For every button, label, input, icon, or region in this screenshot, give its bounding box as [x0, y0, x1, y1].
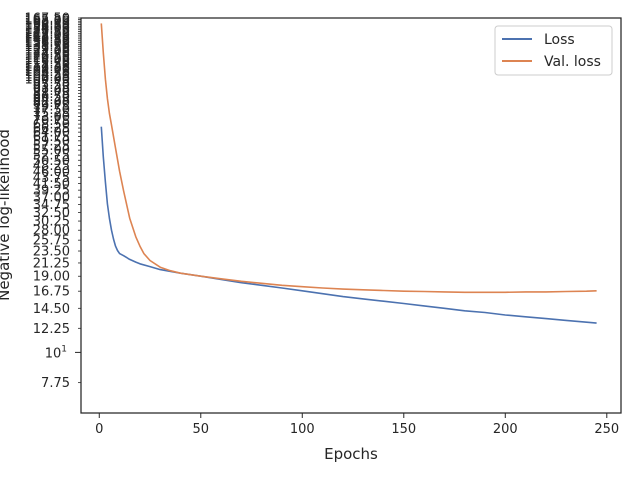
- y-major-tick-base: 10: [45, 346, 62, 361]
- y-tick-label: 133.75: [25, 38, 71, 53]
- y-tick-label: 109.00: [25, 62, 71, 77]
- legend-label: Val. loss: [544, 54, 601, 70]
- y-tick-label: 52.75: [33, 149, 70, 164]
- y-tick-label: 50.50: [33, 154, 70, 169]
- y-tick-label: 140.50: [25, 32, 71, 47]
- y-tick-label: 106.75: [25, 65, 71, 80]
- y-tick-label: 104.50: [25, 67, 71, 82]
- y-tick-label: 34.75: [33, 198, 70, 213]
- y-tick-label: 16.75: [33, 285, 70, 300]
- x-tick-label: 150: [391, 422, 416, 437]
- y-tick-label: 82.00: [33, 96, 70, 111]
- y-major-tick-exponent: 1: [61, 344, 67, 354]
- y-tick-label: 131.50: [25, 40, 71, 55]
- y-tick-label: 7.75: [41, 376, 70, 391]
- y-tick-label: 102.25: [25, 70, 71, 85]
- y-tick-label: 77.50: [33, 103, 70, 118]
- y-tick-label: 136.00: [25, 36, 71, 51]
- y-tick-label: 84.25: [33, 93, 70, 108]
- y-tick-label: 160.75: [25, 16, 71, 31]
- y-tick-label: 23.50: [33, 245, 70, 260]
- legend: Loss Val. loss: [494, 25, 613, 76]
- y-tick-label: 127.00: [25, 44, 71, 59]
- y-tick-label: 118.00: [25, 53, 71, 68]
- y-tick-label: 48.25: [33, 159, 70, 174]
- y-tick-label: 70.75: [33, 114, 70, 129]
- y-tick-label: 93.25: [33, 81, 70, 96]
- y-tick-label: 39.25: [33, 184, 70, 199]
- y-tick-label: 59.50: [33, 134, 70, 149]
- y-tick-label: 21.25: [33, 256, 70, 271]
- y-tick-label: 28.00: [33, 224, 70, 239]
- y-tick-label: 122.50: [25, 49, 71, 64]
- series-group: [100, 23, 597, 324]
- y-tick-label: 163.00: [25, 15, 71, 30]
- series-line-0: [100, 126, 597, 324]
- legend-label: Loss: [544, 32, 575, 48]
- x-axis-label: Epochs: [324, 445, 378, 463]
- y-tick-label: 61.75: [33, 130, 70, 145]
- y-tick-label: 154.00: [25, 21, 71, 36]
- y-axis-label: Negative log-likelihood: [0, 129, 13, 301]
- x-tick-label: 200: [493, 422, 518, 437]
- y-tick-label: 129.25: [25, 42, 71, 57]
- x-axis: 0 50 100 150 200 250: [95, 413, 619, 437]
- y-tick-label: 158.50: [25, 18, 71, 33]
- y-tick-label: 14.50: [33, 302, 70, 317]
- y-tick-label: 120.25: [25, 51, 71, 66]
- x-tick-label: 0: [95, 422, 103, 437]
- y-tick-label: 100.00: [25, 73, 71, 88]
- y-axis: 7.75 12.25 14.50 16.7519.0021.2523.5025.752…: [25, 12, 81, 391]
- y-tick-label: 156.25: [25, 20, 71, 35]
- y-tick-label: 113.50: [25, 58, 71, 73]
- y-tick-label: 145.00: [25, 29, 71, 44]
- y-tick-label: 25.75: [33, 234, 70, 249]
- series-line-1: [100, 23, 597, 294]
- y-tick-label: 32.50: [33, 206, 70, 221]
- y-tick-label: 79.75: [33, 100, 70, 115]
- y-tick-label: 46.00: [33, 165, 70, 180]
- x-tick-label: 50: [193, 422, 210, 437]
- y-tick-label: 41.50: [33, 177, 70, 192]
- y-major-tick-label: 101: [45, 344, 67, 361]
- y-tick-label: 68.50: [33, 118, 70, 133]
- y-tick-label: 149.50: [25, 25, 71, 40]
- y-tick-label: 86.50: [33, 90, 70, 105]
- y-tick-label: 43.75: [33, 171, 70, 186]
- y-tick-label: 95.50: [33, 78, 70, 93]
- y-tick-label: 73.00: [33, 110, 70, 125]
- y-tick-label: 64.00: [33, 126, 70, 141]
- y-tick-label: 97.75: [33, 75, 70, 90]
- y-tick-label: 88.75: [33, 87, 70, 102]
- y-tick-label: 55.00: [33, 144, 70, 159]
- y-tick-label: 167.50: [25, 12, 71, 27]
- y-tick-label: 37.00: [33, 191, 70, 206]
- y-tick-label: 124.75: [25, 46, 71, 61]
- y-tick-label: 165.25: [25, 13, 71, 28]
- plot-area: [80, 17, 622, 414]
- y-tick-label: 142.75: [25, 30, 71, 45]
- x-tick-label: 100: [290, 422, 315, 437]
- y-tick-label: 151.75: [25, 23, 71, 38]
- y-tick-label: 12.25: [33, 322, 70, 337]
- y-tick-label: 111.25: [25, 60, 71, 75]
- y-tick-label: 147.25: [25, 27, 71, 42]
- y-tick-label: 30.25: [33, 215, 70, 230]
- y-tick-label: 57.25: [33, 139, 70, 154]
- y-tick-label: 19.00: [33, 270, 70, 285]
- y-tick-label: 115.75: [25, 55, 71, 70]
- y-tick-label: 75.25: [33, 106, 70, 121]
- y-tick-label: 66.25: [33, 122, 70, 137]
- x-tick-label: 250: [594, 422, 619, 437]
- y-tick-label: 91.00: [33, 84, 70, 99]
- y-tick-label: 138.25: [25, 34, 71, 49]
